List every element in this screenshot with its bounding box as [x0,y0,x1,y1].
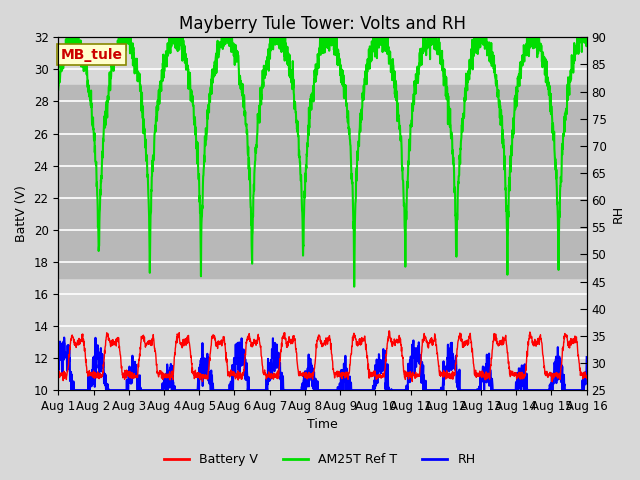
Legend: Battery V, AM25T Ref T, RH: Battery V, AM25T Ref T, RH [159,448,481,471]
Text: MB_tule: MB_tule [61,48,123,62]
Y-axis label: RH: RH [612,204,625,223]
Y-axis label: BattV (V): BattV (V) [15,185,28,242]
Title: Mayberry Tule Tower: Volts and RH: Mayberry Tule Tower: Volts and RH [179,15,466,33]
Bar [58,85,587,278]
X-axis label: Time: Time [307,419,338,432]
